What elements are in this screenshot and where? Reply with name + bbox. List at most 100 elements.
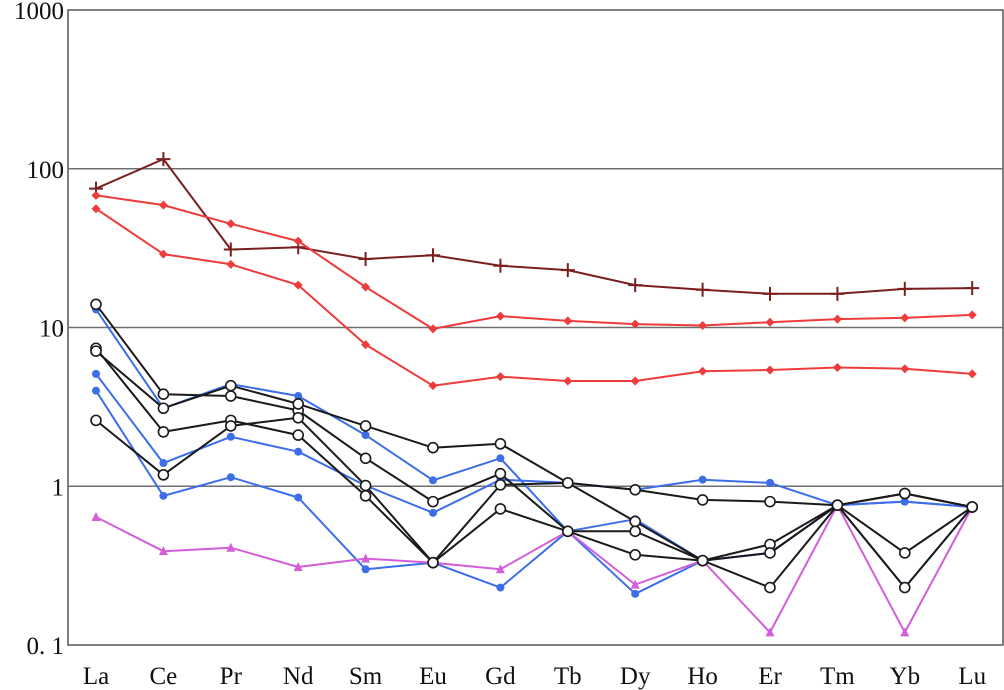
data-point [563,316,573,326]
x-tick-label: Eu [419,663,447,690]
data-point [493,258,508,273]
data-point [92,369,100,378]
x-tick-label: Ho [687,663,718,690]
data-point [494,503,507,515]
series-line [95,158,973,295]
data-point [293,561,303,571]
data-point [766,478,774,487]
data-point [226,219,236,229]
data-point [158,546,168,556]
data-point [361,565,370,574]
data-point [698,366,708,376]
data-point [830,286,845,301]
series-blue-3 [92,386,977,598]
data-point [159,459,168,468]
data-point [427,441,439,454]
data-point [361,282,371,292]
data-point [361,553,371,563]
data-point [225,420,237,432]
data-point [293,236,303,246]
data-point [359,420,372,432]
data-point [157,469,170,481]
data-point [900,627,910,637]
series-line [95,207,973,387]
data-point [629,515,642,528]
series-dark-plus [89,152,980,301]
series-line [95,194,973,330]
data-point [629,483,642,496]
x-tick-label: Ce [150,663,178,690]
x-tick-label: Tb [554,663,582,690]
data-point [900,313,910,323]
data-point [294,392,303,401]
data-point [90,298,102,311]
y-tick-label: 1 [52,474,65,501]
data-point [765,365,775,375]
data-point [630,579,640,589]
series-line [95,350,973,508]
data-point [428,324,438,334]
data-point [496,583,505,592]
data-point [763,286,777,301]
series-line [95,347,973,564]
data-point [90,345,102,357]
series-line [95,303,973,589]
data-point [832,362,842,372]
series-line [95,416,973,589]
data-point [897,281,912,296]
x-tick-label: Gd [485,663,516,690]
data-point [427,556,439,569]
data-point [427,495,439,508]
data-point [560,263,575,278]
data-point [429,508,437,517]
data-point [293,280,303,290]
series-black-4 [90,411,979,594]
data-point [561,525,574,538]
data-point [226,473,235,482]
data-point [429,476,437,485]
data-point [91,512,101,522]
data-point [292,398,305,410]
series-line [95,504,974,634]
data-point [629,548,642,561]
data-point [764,547,776,559]
data-point [630,376,640,386]
data-point [223,242,238,257]
data-point [494,467,507,480]
y-tick-label: 1000 [14,0,64,25]
data-point [157,426,170,438]
data-point [294,493,303,502]
data-point [426,248,440,263]
y-tick-label: 10 [39,316,64,343]
data-point [226,432,235,441]
data-point [157,402,170,415]
data-point [226,259,236,269]
series-line [95,373,973,514]
data-point [628,278,643,293]
data-point [495,311,505,321]
data-point [561,477,574,489]
data-point [156,152,171,167]
data-point [91,204,101,214]
data-point [698,475,707,484]
series-red-1 [91,190,977,334]
data-point [361,431,370,440]
grid-layer [67,9,1004,646]
data-point [696,494,709,506]
x-tick-label: Sm [349,663,383,690]
data-point [764,495,776,508]
data-point [764,581,776,594]
series-line [95,308,973,589]
x-tick-label: Dy [620,663,651,690]
data-point [832,314,842,324]
data-point [225,390,237,402]
data-point [90,414,102,427]
data-point [294,447,303,456]
series-red-2 [91,204,977,391]
x-tick-label: La [83,663,109,690]
axis-layer: 1000 100 10 1 0. 1 La Ce Pr Nd Sm Eu Gd Tb Dy Ho Er Tm Yb… [14,0,987,690]
data-point [159,491,168,500]
x-tick-label: Tm [820,663,855,690]
data-point [157,388,170,401]
